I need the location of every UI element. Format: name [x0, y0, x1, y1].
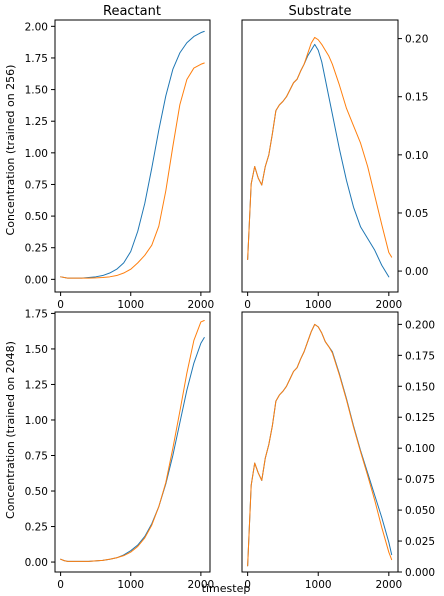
y-tick-label: 1.25 [25, 116, 48, 128]
series-line-orange [247, 323, 393, 567]
axes-frame [54, 311, 211, 573]
row-ylabel-top: Concentration (trained on 256) [4, 65, 17, 236]
x-tick-label: 1000 [305, 579, 332, 591]
y-tick-label: 0.150 [405, 381, 435, 393]
y-tick-label: 1.00 [25, 148, 48, 160]
series-line-orange [247, 36, 393, 260]
axes-frame [54, 19, 211, 293]
y-tick-label: 0.175 [405, 350, 435, 362]
series-line-blue [247, 323, 393, 567]
axes-frame [241, 311, 399, 573]
x-tick-label: 0 [57, 299, 64, 311]
y-tick-label: 0.200 [405, 319, 435, 331]
y-tick-label: 0.15 [405, 92, 428, 104]
series-line-blue [247, 43, 390, 278]
y-tick-label: 0.100 [405, 443, 435, 455]
series-line-blue [60, 30, 205, 279]
y-tick-label: 1.75 [25, 53, 48, 65]
y-tick-label: 1.00 [25, 415, 48, 427]
panel-1: 0 1000 2000 0.00 0.05 0.10 0.15 0.20 [241, 19, 428, 311]
y-tick-label: 0.50 [25, 486, 48, 498]
y-tick-label: 0.75 [25, 450, 48, 462]
x-tick-label: 2000 [188, 579, 215, 591]
y-tick-label: 1.75 [25, 308, 48, 320]
panel-2: 0 1000 2000 0.00 0.25 0.50 0.75 1.00 1.25 1.50 1.7… [25, 308, 215, 591]
x-tick-label: 0 [57, 579, 64, 591]
y-tick-label: 0.20 [405, 34, 428, 46]
y-tick-label: 2.00 [25, 21, 48, 33]
y-tick-label: 0.25 [25, 522, 48, 534]
series-line-blue [60, 337, 205, 562]
x-axis-label: timestep [202, 582, 251, 595]
y-tick-label: 1.25 [25, 379, 48, 391]
y-tick-label: 1.50 [25, 344, 48, 356]
y-tick-label: 0.50 [25, 211, 48, 223]
y-tick-label: 0.10 [405, 150, 428, 162]
x-tick-label: 0 [244, 579, 251, 591]
y-tick-label: 0.025 [405, 536, 435, 548]
row-ylabel-bottom: Concentration (trained on 2048) [4, 341, 17, 519]
y-tick-label: 0.00 [25, 274, 48, 286]
x-tick-label: 0 [244, 299, 251, 311]
y-tick-label: 0.050 [405, 505, 435, 517]
y-tick-label: 1.50 [25, 85, 48, 97]
y-tick-label: 0.75 [25, 179, 48, 191]
y-tick-label: 0.000 [405, 567, 435, 579]
series-line-orange [60, 320, 205, 562]
y-tick-label: 0.125 [405, 412, 435, 424]
y-tick-label: 0.25 [25, 243, 48, 255]
series-line-orange [60, 62, 205, 279]
y-tick-label: 0.00 [405, 266, 428, 278]
x-tick-label: 1000 [117, 299, 144, 311]
y-tick-label: 0.05 [405, 208, 428, 220]
y-tick-label: 0.00 [25, 557, 48, 569]
y-tick-label: 0.075 [405, 474, 435, 486]
x-tick-label: 2000 [375, 299, 402, 311]
x-tick-label: 2000 [375, 579, 402, 591]
panel-0: 0 1000 2000 0.00 0.25 0.50 0.75 1.00 1.25 1.50 1.7… [25, 19, 215, 311]
x-tick-label: 1000 [305, 299, 332, 311]
x-tick-label: 1000 [117, 579, 144, 591]
column-title-reactant: Reactant [103, 4, 161, 19]
x-tick-label: 2000 [188, 299, 215, 311]
column-title-substrate: Substrate [288, 4, 351, 19]
axes-frame [241, 19, 399, 293]
